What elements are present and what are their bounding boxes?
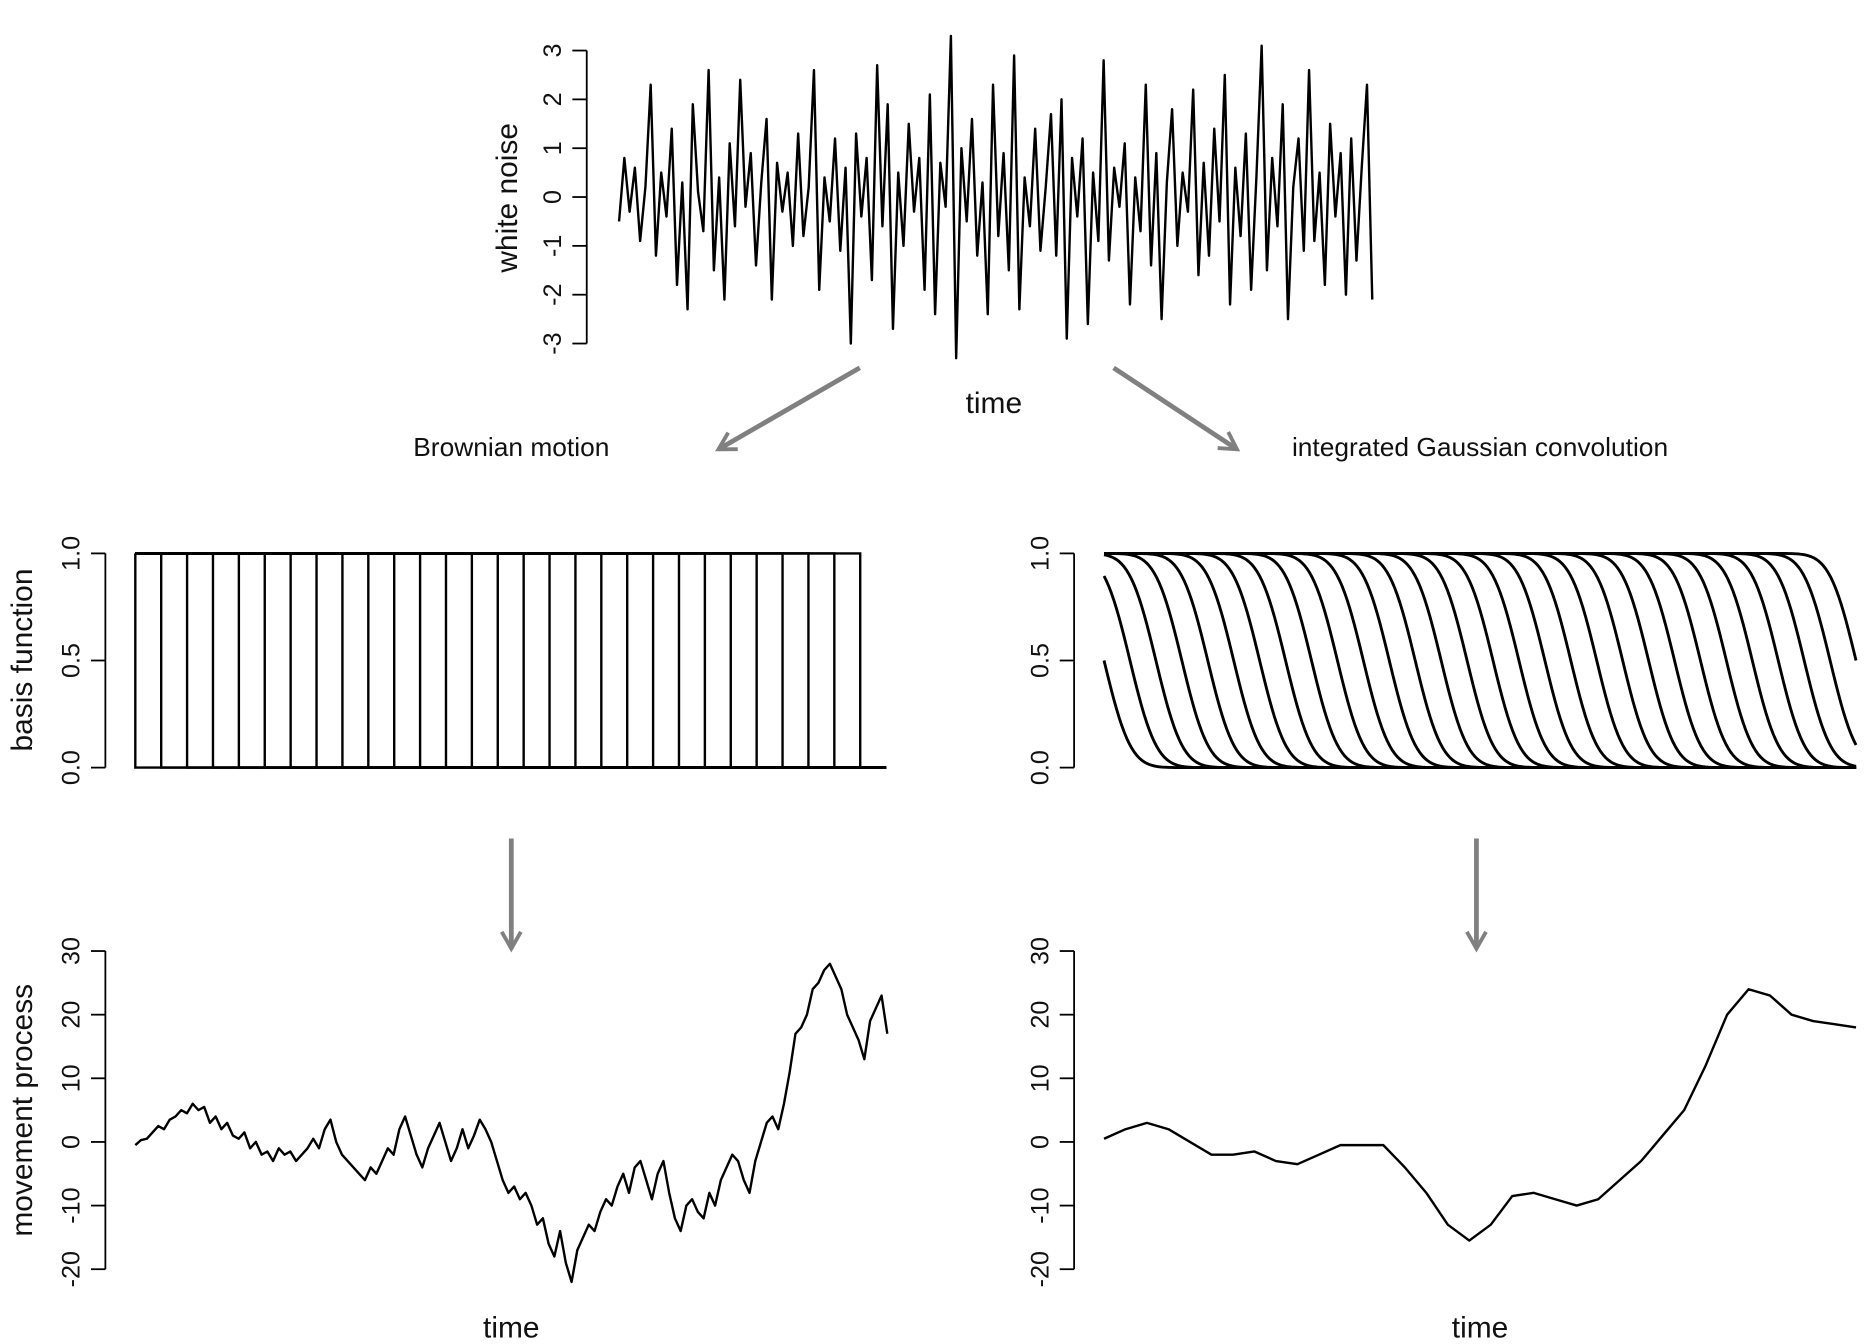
y-tick-label: 0.0 <box>1026 750 1054 785</box>
basis-function <box>1104 551 1857 770</box>
y-tick-label: 30 <box>1026 937 1054 965</box>
basis-function <box>135 552 887 769</box>
basis-function <box>1104 551 1857 770</box>
y-axis-label: basis function <box>6 569 39 752</box>
basis-function <box>135 552 887 769</box>
basis-function <box>135 552 887 769</box>
y-tick-label: 0 <box>58 1135 86 1149</box>
basis-function <box>135 552 887 769</box>
basis-function <box>135 552 887 769</box>
basis-function <box>1104 551 1857 770</box>
data-line <box>134 962 889 1284</box>
basis-function <box>135 552 887 769</box>
basis-function <box>1104 551 1858 661</box>
y-axis-label: movement process <box>6 984 39 1237</box>
basis-function <box>135 552 887 769</box>
y-tick-label: 1.0 <box>58 536 86 571</box>
basis-function <box>1104 551 1857 770</box>
basis-function <box>1104 551 1857 770</box>
y-tick-label: 2 <box>539 92 567 106</box>
basis-function <box>1104 551 1857 770</box>
basis-function <box>1104 551 1857 770</box>
y-tick-label: 1 <box>539 141 567 155</box>
y-tick-label: -20 <box>58 1251 86 1287</box>
y-tick-label: 1.0 <box>1026 536 1054 571</box>
y-tick-label: 0.5 <box>1026 643 1054 678</box>
basis-function <box>135 552 887 769</box>
basis-function <box>1104 551 1857 770</box>
y-tick-label: -10 <box>1026 1187 1054 1223</box>
x-axis-label: time <box>1452 1311 1509 1344</box>
basis-function <box>135 552 887 769</box>
x-axis-label: time <box>966 387 1023 420</box>
basis-function <box>1104 551 1857 770</box>
y-tick-label: -10 <box>58 1187 86 1223</box>
y-tick-label: 20 <box>58 1001 86 1029</box>
y-tick-label: 0.0 <box>58 750 86 785</box>
basis-function <box>135 552 887 769</box>
y-tick-label: 20 <box>1026 1001 1054 1029</box>
basis-function <box>135 552 887 769</box>
data-line <box>617 34 1374 360</box>
y-tick-label: -2 <box>539 284 567 306</box>
basis-function <box>1104 551 1857 770</box>
basis-function <box>135 552 887 769</box>
basis-function <box>135 552 887 769</box>
basis-function <box>1103 553 1857 770</box>
basis-function <box>1104 551 1857 770</box>
basis-function <box>135 552 887 769</box>
y-tick-label: 0 <box>1026 1135 1054 1149</box>
basis-function <box>135 552 887 769</box>
arrow <box>1112 365 1241 452</box>
basis-function <box>1104 551 1857 770</box>
basis-function <box>1104 551 1857 770</box>
panel-title: integrated Gaussian convolution <box>1292 432 1668 462</box>
basis-function <box>1104 551 1857 770</box>
y-tick-label: 3 <box>539 44 567 58</box>
basis-function <box>135 552 887 769</box>
basis-function <box>1104 551 1857 770</box>
basis-function <box>135 552 887 769</box>
y-tick-label: -3 <box>539 332 567 354</box>
basis-function <box>1104 551 1857 770</box>
basis-function <box>1104 551 1857 770</box>
basis-function <box>135 552 887 769</box>
basis-function <box>135 552 887 769</box>
basis-function <box>1104 551 1857 770</box>
basis-function <box>1104 551 1857 770</box>
basis-function <box>1104 551 1857 770</box>
panel-title: Brownian motion <box>413 432 609 462</box>
basis-function <box>135 552 887 769</box>
basis-function <box>1104 551 1857 768</box>
basis-function <box>135 552 887 769</box>
x-axis-label: time <box>483 1311 540 1344</box>
y-tick-label: -20 <box>1026 1251 1054 1287</box>
basis-function <box>135 552 887 769</box>
y-tick-label: 10 <box>58 1064 86 1092</box>
basis-function <box>1104 551 1857 770</box>
y-tick-label: 10 <box>1026 1064 1054 1092</box>
basis-function <box>135 552 887 769</box>
basis-function <box>1102 575 1857 770</box>
basis-function <box>1104 551 1857 770</box>
basis-function <box>134 553 887 769</box>
basis-function <box>1104 551 1858 746</box>
basis-function <box>135 552 887 769</box>
arrow <box>715 365 861 452</box>
y-tick-label: -1 <box>539 235 567 257</box>
basis-function <box>135 552 887 769</box>
basis-function <box>135 552 887 769</box>
y-tick-label: 0.5 <box>58 643 86 678</box>
data-line <box>1103 988 1857 1242</box>
basis-function <box>1104 551 1857 770</box>
basis-function <box>1104 551 1857 770</box>
basis-function <box>135 552 887 769</box>
y-tick-label: 0 <box>539 190 567 204</box>
y-tick-label: 30 <box>58 937 86 965</box>
basis-function <box>135 552 887 769</box>
y-axis-label: white noise <box>491 123 524 274</box>
